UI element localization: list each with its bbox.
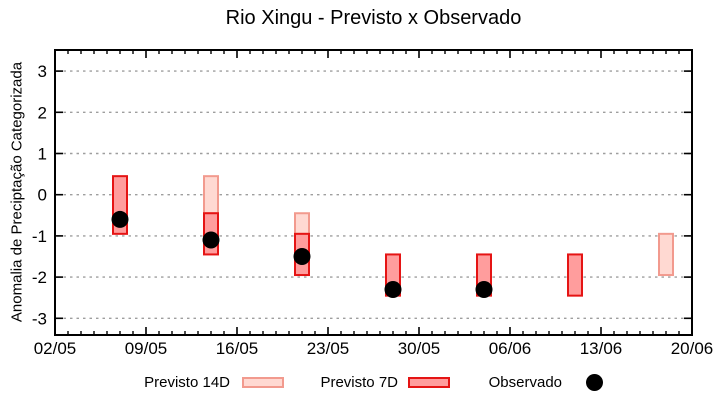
x-tick-label: 16/05 — [216, 339, 259, 358]
x-tick-label: 09/05 — [125, 339, 168, 358]
legend-label-previsto-7d: Previsto 7D — [320, 374, 398, 391]
y-tick-label: 1 — [38, 145, 47, 164]
legend-swatch-previsto-7d-icon — [408, 377, 450, 388]
y-tick-label: -3 — [32, 309, 47, 328]
x-tick-label: 30/05 — [398, 339, 441, 358]
legend-label-observado: Observado — [488, 374, 562, 391]
previsto-14d-bar — [658, 232, 674, 277]
chart-title: Rio Xingu - Previsto x Observado — [225, 7, 522, 29]
observado-dot — [475, 280, 493, 298]
previsto-14d-bar — [203, 175, 219, 215]
plot-border — [54, 49, 693, 336]
x-tick-label: 20/06 — [671, 339, 714, 358]
x-tick-label: 23/05 — [307, 339, 350, 358]
observado-dot — [111, 210, 129, 228]
observado-dot — [384, 280, 402, 298]
previsto-7d-bar — [567, 253, 583, 297]
observado-dot — [293, 248, 311, 265]
x-tick-label: 06/06 — [489, 339, 532, 358]
x-tick-label: 13/06 — [580, 339, 623, 358]
y-tick-label: -2 — [32, 268, 47, 287]
y-tick-label: 2 — [38, 103, 47, 122]
legend-swatch-observado-icon — [586, 374, 603, 391]
x-tick-label: 02/05 — [34, 339, 77, 358]
observado-dot — [202, 231, 220, 249]
legend-label-previsto-14d: Previsto 14D — [144, 374, 230, 391]
legend-swatch-previsto-14d-icon — [242, 377, 284, 388]
y-tick-label: -1 — [32, 227, 47, 246]
y-tick-label: 3 — [38, 62, 47, 81]
y-tick-label: 0 — [38, 186, 47, 205]
previsto-14d-bar — [294, 212, 310, 235]
